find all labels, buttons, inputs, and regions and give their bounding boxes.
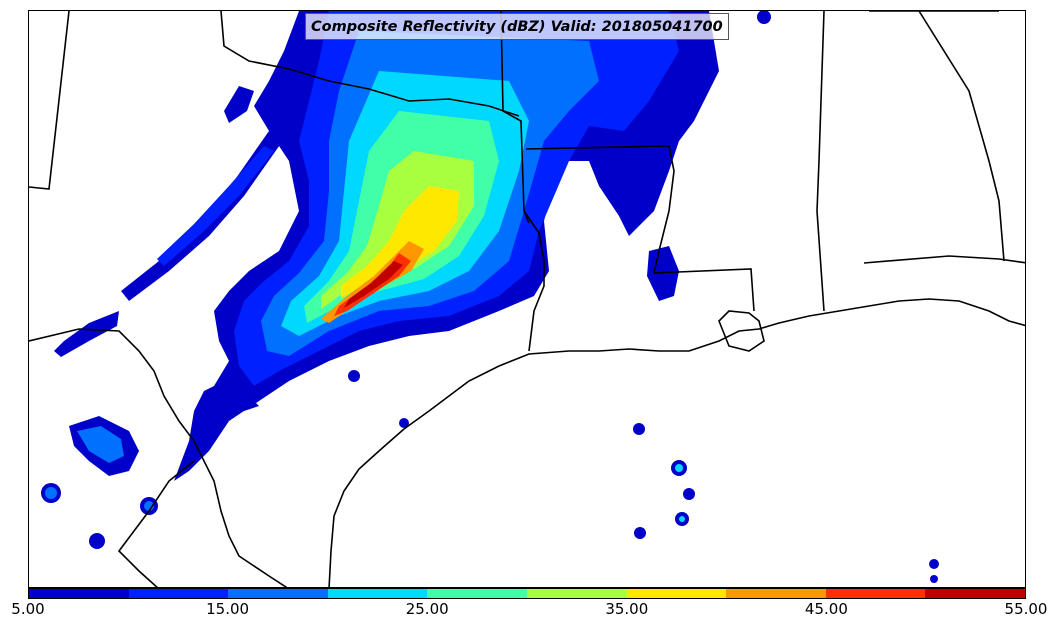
colorbar-segment [427,589,527,598]
echo-band-w [54,311,119,357]
echo-cell [45,487,57,499]
echo-cell [633,423,645,435]
boundaries [29,11,1025,587]
echo-cell [399,418,409,428]
boundary-fl-panhandle [863,255,1025,264]
colorbar-segment [228,589,328,598]
map-title-box: Composite Reflectivity (dBZ) Valid: 2018… [305,13,729,40]
boundary-ms-la [653,268,755,312]
colorbar-segment [128,589,229,598]
echo-layer-10 [344,261,403,308]
echo-cell [679,516,685,522]
echo-cell [929,559,939,569]
echo-cell [757,11,771,24]
echo-tx-cluster-b [77,426,124,463]
colorbar-tick-label: 55.00 [1004,600,1048,618]
boundary-ar-west [500,11,530,224]
colorbar-segment [726,589,826,598]
echo-layer-7 [341,186,459,299]
boundary-al-east [918,11,1005,262]
echo-cell [675,464,683,472]
colorbar-segment [626,589,727,598]
echo-ms-cell [647,246,679,301]
colorbar-tick-label: 45.00 [804,600,848,618]
colorbar-segment [327,589,428,598]
boundary-ok-tx [220,11,520,117]
colorbar-tick-label: 25.00 [405,600,449,618]
colorbar-tick-label: 5.00 [11,600,45,618]
coastline-gulf [328,298,1025,587]
boundary-tx-mexico [29,328,288,587]
boundary-nm-co [29,11,70,190]
echo-cell [683,488,695,500]
echo-band-nw-1b [157,146,274,266]
colorbar-segment [925,589,1025,598]
boundary-mexico [117,460,195,587]
echo-cell [348,370,360,382]
colorbar-segment [825,589,926,598]
map-title: Composite Reflectivity (dBZ) Valid: 2018… [311,18,723,35]
colorbar-tick-label: 15.00 [206,600,250,618]
map-frame [28,10,1026,588]
reflectivity-echoes [41,11,939,583]
boundary-la-tx [523,210,545,352]
echo-band-sw [189,381,259,441]
coastline-la-delta [718,310,765,352]
radar-map [29,11,1025,587]
echo-band-nw-2 [224,86,254,123]
colorbar-segment [526,589,627,598]
boundary-ms-al [816,11,825,312]
echo-cell [930,575,938,583]
colorbar-segment [29,589,129,598]
echo-cell [634,527,646,539]
echo-cell [89,533,105,549]
colorbar-tick-label: 35.00 [605,600,649,618]
colorbar [28,588,1026,599]
boundary-ar-la [525,145,675,274]
